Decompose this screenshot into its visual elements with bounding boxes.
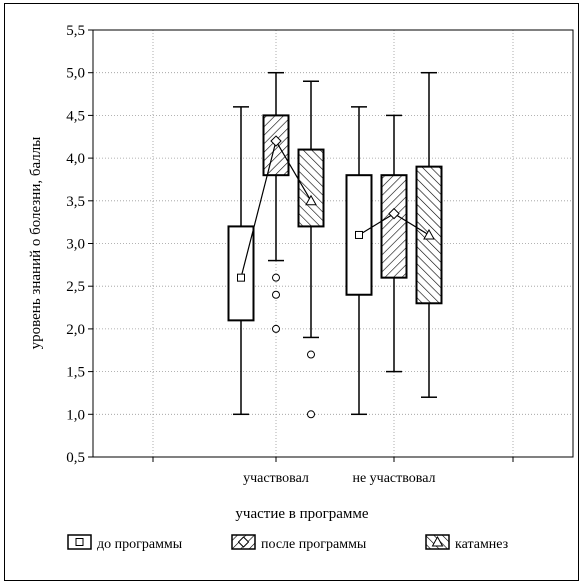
y-tick-label: 0,5 bbox=[66, 450, 85, 466]
y-tick-label: 3,0 bbox=[66, 237, 85, 253]
outlier-point bbox=[272, 290, 280, 299]
median-marker-square bbox=[237, 273, 245, 282]
x-tick-label: участвовал bbox=[243, 471, 309, 486]
y-axis-label: уровень знаний о болезни, баллы bbox=[28, 137, 44, 350]
outlier-point bbox=[272, 324, 280, 333]
median-lines bbox=[237, 135, 435, 282]
median-marker-triangle bbox=[423, 228, 435, 240]
median-marker-diamond bbox=[270, 135, 282, 147]
y-tick-label: 3,5 bbox=[66, 194, 85, 210]
median-marker-diamond bbox=[388, 207, 400, 220]
y-tick-label: 1,5 bbox=[66, 365, 85, 381]
grid-lines bbox=[93, 30, 573, 457]
legend-label: после программы bbox=[261, 537, 367, 552]
box-square-0 bbox=[227, 106, 255, 416]
box-body bbox=[297, 148, 325, 228]
box-body bbox=[380, 174, 408, 279]
legend-label: катамнез bbox=[455, 537, 509, 552]
x-axis-label: участие в программе bbox=[235, 506, 369, 522]
median-marker-square bbox=[355, 230, 363, 239]
x-tick-label: не участвовал bbox=[352, 471, 435, 486]
legend: до программы после программы катамнез bbox=[67, 534, 509, 552]
box-square-1 bbox=[345, 106, 373, 416]
y-tick-label: 2,0 bbox=[66, 322, 85, 338]
legend-marker-triangle bbox=[431, 535, 444, 547]
box-body bbox=[415, 165, 443, 305]
legend-marker-square bbox=[75, 538, 84, 546]
y-axis-ticks: 0,5 1,0 1,5 2,0 2,5 3,0 3,5 4,0 4,5 5,0 5,5 bbox=[66, 23, 93, 466]
y-tick-label: 4,0 bbox=[66, 151, 85, 167]
box-body bbox=[227, 225, 255, 322]
chart-frame bbox=[4, 3, 579, 581]
outlier-point bbox=[307, 410, 315, 419]
median-marker-triangle bbox=[305, 194, 317, 206]
box-triangle-0 bbox=[297, 80, 325, 419]
box-diamond-0 bbox=[262, 71, 290, 333]
y-tick-label: 1,0 bbox=[66, 407, 85, 423]
outlier-point bbox=[307, 350, 315, 359]
y-tick-label: 2,5 bbox=[66, 279, 85, 295]
legend-marker-diamond bbox=[237, 536, 250, 548]
y-tick-label: 4,5 bbox=[66, 108, 85, 124]
legend-label: до программы bbox=[97, 537, 183, 552]
boxes bbox=[227, 71, 443, 419]
box-diamond-1 bbox=[380, 114, 408, 373]
y-tick-label: 5,0 bbox=[66, 66, 85, 82]
x-axis-ticks: участвовал не участвовал bbox=[152, 457, 514, 486]
y-tick-label: 5,5 bbox=[66, 23, 85, 39]
outlier-point bbox=[272, 273, 280, 282]
